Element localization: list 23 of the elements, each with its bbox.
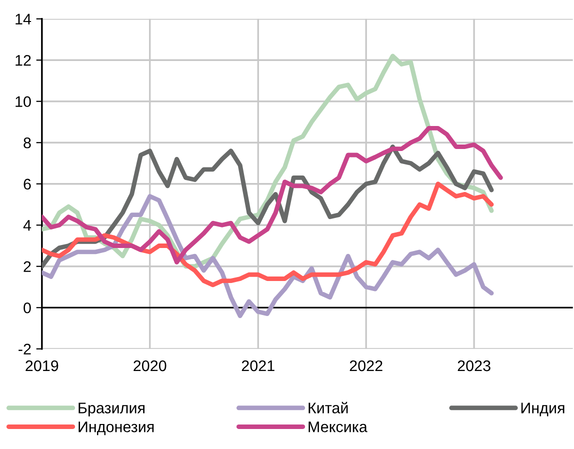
x-tick-label: 2019 (26, 360, 58, 372)
legend-label: Китай (308, 402, 348, 414)
y-tick-label: 10 (16, 96, 31, 108)
line-series (42, 144, 494, 269)
legend-label: Индонезия (78, 422, 154, 436)
line-series (42, 194, 494, 318)
legend-label: Индия (521, 402, 564, 416)
y-tick-label: 8 (24, 137, 31, 148)
y-tick-label: 0 (24, 302, 31, 314)
x-tick-label: 2022 (350, 360, 382, 372)
legend-label: Мексика (308, 422, 368, 432)
y-tick-label: 14 (16, 14, 32, 24)
y-tick-label: 12 (16, 54, 31, 66)
legend-label: Бразилия (78, 402, 144, 416)
y-tick-label: 6 (24, 178, 31, 190)
x-tick-label: 2020 (134, 360, 166, 372)
x-tick-label: 2023 (458, 360, 490, 372)
y-tick-label: -2 (18, 344, 31, 354)
y-tick-label: 4 (23, 220, 32, 231)
line-series (42, 182, 494, 288)
y-tick-label: 2 (24, 261, 31, 272)
line-series (42, 126, 503, 264)
x-tick-label: 2021 (242, 360, 274, 372)
